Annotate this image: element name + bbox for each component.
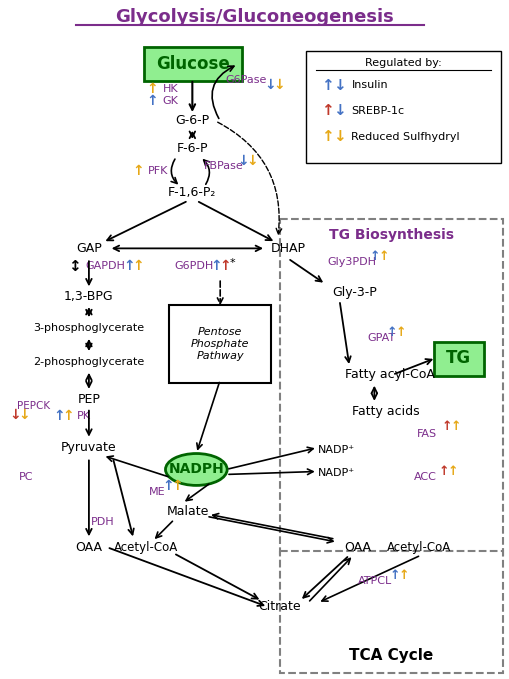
Text: Fatty acids: Fatty acids <box>352 405 419 418</box>
Text: ↑: ↑ <box>321 77 333 92</box>
Text: PDH: PDH <box>91 517 115 528</box>
Text: Malate: Malate <box>167 504 209 518</box>
Text: ME: ME <box>148 488 165 498</box>
Text: OAA: OAA <box>75 540 102 553</box>
Text: Fatty acyl-CoA: Fatty acyl-CoA <box>344 368 434 382</box>
Text: ↓: ↓ <box>18 407 30 422</box>
Text: GPAT: GPAT <box>366 333 395 343</box>
Text: DHAP: DHAP <box>270 242 305 255</box>
Text: Acetyl-CoA: Acetyl-CoA <box>386 540 450 553</box>
Text: *: * <box>229 258 235 268</box>
Text: ↑: ↑ <box>219 259 231 274</box>
Text: ↑: ↑ <box>447 465 457 478</box>
Text: ↑: ↑ <box>386 325 397 339</box>
Text: 1,3-BPG: 1,3-BPG <box>64 290 114 303</box>
Text: ↑: ↑ <box>441 420 451 433</box>
Text: ↑: ↑ <box>378 250 389 263</box>
Text: ↑: ↑ <box>370 250 380 263</box>
Text: Gly3PDH: Gly3PDH <box>327 257 376 268</box>
Text: TG: TG <box>445 349 470 367</box>
Text: ↑: ↑ <box>53 409 65 423</box>
Text: ↓: ↓ <box>10 407 21 422</box>
Text: Acetyl-CoA: Acetyl-CoA <box>113 540 177 553</box>
Text: ↓: ↓ <box>272 78 284 92</box>
FancyBboxPatch shape <box>305 51 500 163</box>
Text: Gly-3-P: Gly-3-P <box>332 286 377 299</box>
Text: PEP: PEP <box>77 393 100 406</box>
Text: G6PDH: G6PDH <box>174 261 213 272</box>
Text: ↓: ↓ <box>332 103 345 118</box>
Text: NADP⁺: NADP⁺ <box>317 469 354 479</box>
Text: ↑: ↑ <box>62 409 74 423</box>
Text: ATPCL: ATPCL <box>357 576 391 586</box>
Text: Reduced Sulfhydryl: Reduced Sulfhydryl <box>351 132 459 142</box>
Text: Pentose
Phosphate
Pathway: Pentose Phosphate Pathway <box>190 327 249 361</box>
Text: TG Biosynthesis: TG Biosynthesis <box>328 228 453 242</box>
Text: F-6-P: F-6-P <box>176 143 208 155</box>
Text: 2-phosphoglycerate: 2-phosphoglycerate <box>33 357 144 367</box>
Text: ↑: ↑ <box>438 465 448 478</box>
Text: F-1,6-P₂: F-1,6-P₂ <box>168 186 216 199</box>
Text: Regulated by:: Regulated by: <box>364 58 441 68</box>
Text: OAA: OAA <box>343 540 370 553</box>
Text: ACC: ACC <box>413 473 436 483</box>
Text: Glycolysis/Gluconeogenesis: Glycolysis/Gluconeogenesis <box>116 8 393 26</box>
Text: GAPDH: GAPDH <box>85 261 125 272</box>
Text: 3-phosphoglycerate: 3-phosphoglycerate <box>33 323 144 333</box>
Text: FBPase: FBPase <box>204 161 243 170</box>
Text: Insulin: Insulin <box>351 80 387 90</box>
Text: NADP⁺: NADP⁺ <box>317 445 354 454</box>
Ellipse shape <box>165 454 227 485</box>
Text: ↑: ↑ <box>210 259 221 274</box>
Text: ↓: ↓ <box>332 129 345 145</box>
Text: FAS: FAS <box>416 428 436 439</box>
Text: ↑: ↑ <box>147 94 158 108</box>
Text: ↑: ↑ <box>398 568 409 581</box>
Text: Glucose: Glucose <box>156 55 229 73</box>
Text: G6Pase: G6Pase <box>224 75 266 85</box>
Text: ↓: ↓ <box>237 153 248 168</box>
Text: ↓: ↓ <box>264 78 275 92</box>
Text: ↓: ↓ <box>246 153 258 168</box>
Text: Pyruvate: Pyruvate <box>61 441 117 454</box>
FancyBboxPatch shape <box>433 342 483 376</box>
Text: SREBP-1c: SREBP-1c <box>351 106 404 116</box>
Text: NADPH: NADPH <box>168 462 224 477</box>
FancyBboxPatch shape <box>279 219 502 556</box>
Text: PFK: PFK <box>147 166 167 176</box>
Text: G-6-P: G-6-P <box>175 114 209 128</box>
Text: PC: PC <box>19 473 34 483</box>
Text: Citrate: Citrate <box>258 600 301 613</box>
Text: PK: PK <box>77 411 91 421</box>
Text: HK: HK <box>162 84 178 94</box>
FancyBboxPatch shape <box>169 305 270 383</box>
Text: GK: GK <box>162 96 178 106</box>
FancyBboxPatch shape <box>279 551 502 673</box>
Text: ↑: ↑ <box>171 479 183 494</box>
Text: ↑: ↑ <box>321 129 333 145</box>
Text: ↑: ↑ <box>450 420 460 433</box>
FancyBboxPatch shape <box>144 48 242 81</box>
Text: ↑: ↑ <box>395 325 406 339</box>
Text: ↑: ↑ <box>147 82 158 96</box>
Text: ↓: ↓ <box>332 77 345 92</box>
Text: GAP: GAP <box>76 242 102 255</box>
Text: ↑: ↑ <box>123 259 134 274</box>
Text: ↑: ↑ <box>162 479 174 494</box>
Text: PEPCK: PEPCK <box>17 401 50 411</box>
Text: ↑: ↑ <box>131 259 143 274</box>
Text: TCA Cycle: TCA Cycle <box>349 648 433 663</box>
Text: ↑: ↑ <box>389 568 400 581</box>
Text: ↕: ↕ <box>68 259 80 274</box>
Text: ↑: ↑ <box>321 103 333 118</box>
Text: ↑: ↑ <box>132 164 144 178</box>
